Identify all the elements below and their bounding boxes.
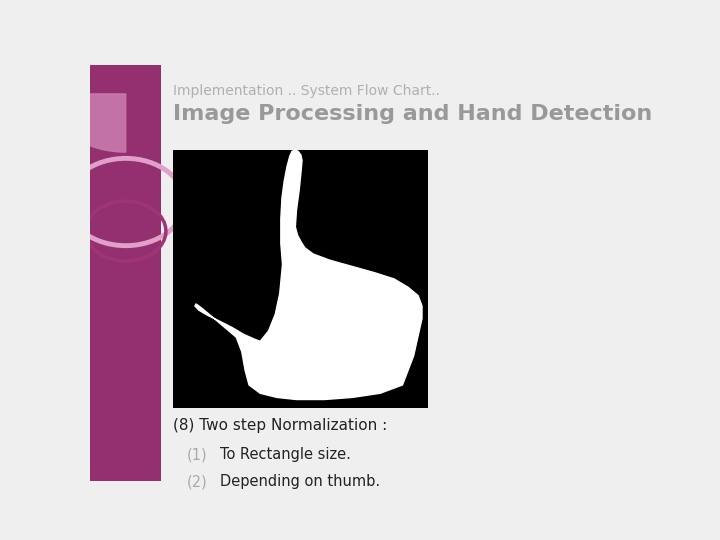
Text: (2): (2) <box>186 474 207 489</box>
Text: Implementation .. System Flow Chart..: Implementation .. System Flow Chart.. <box>173 84 440 98</box>
FancyBboxPatch shape <box>90 65 161 481</box>
Polygon shape <box>195 150 422 400</box>
Text: To Rectangle size.: To Rectangle size. <box>220 447 351 462</box>
Text: (8) Two step Normalization :: (8) Two step Normalization : <box>173 418 387 433</box>
Text: Image Processing and Hand Detection: Image Processing and Hand Detection <box>173 104 652 124</box>
Text: (1): (1) <box>186 447 207 462</box>
Polygon shape <box>48 94 126 152</box>
Text: Depending on thumb.: Depending on thumb. <box>220 474 380 489</box>
FancyBboxPatch shape <box>173 150 428 408</box>
